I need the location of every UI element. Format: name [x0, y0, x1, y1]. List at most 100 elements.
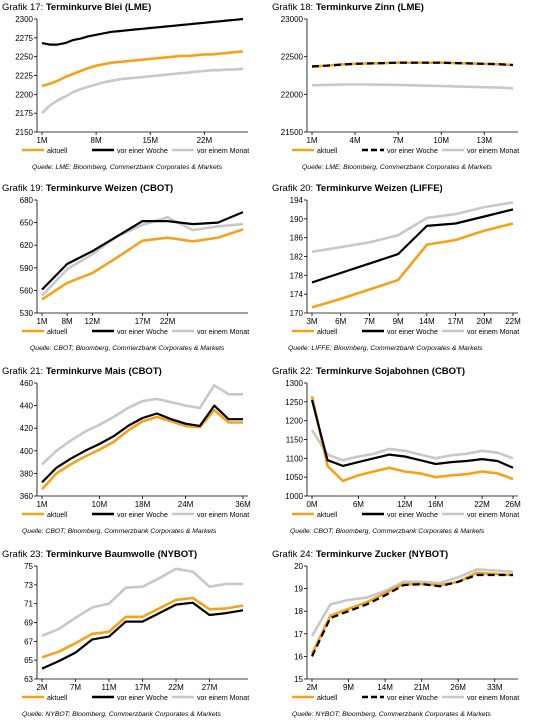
- x-tick-label: 27M: [202, 683, 218, 692]
- chart-svg-20: 170 174 178 182 186 190 194 3M 6M 7M 9M 14M 17M 20M 22…: [290, 196, 521, 336]
- chart-title-prefix: Grafik 24:: [272, 549, 316, 560]
- y-tick-label: 1300: [285, 379, 303, 388]
- x-tick-label: 6M: [353, 500, 364, 509]
- series-line-woche: [310, 399, 514, 469]
- x-tick-label: 9M: [393, 317, 404, 326]
- x-tick-label: 4M: [350, 136, 361, 145]
- series-line-woche: [41, 211, 244, 291]
- y-tick-label: 2225: [15, 72, 33, 81]
- chart-title: Grafik 20: Terminkurve Weizen (LIFFE): [272, 183, 443, 194]
- chart-panel-21: Grafik 21: Terminkurve Mais (CBOT) 360 380…: [2, 366, 264, 542]
- x-tick-label: 1M: [36, 500, 47, 509]
- x-tick-label: 12M: [84, 317, 100, 326]
- y-tick-label: 2300: [15, 15, 33, 24]
- y-tick-label: 190: [290, 215, 304, 224]
- chart-svg-21: 360 380 400 420 440 460 1M 10M 18M 24M 36M aktuell v…: [20, 379, 251, 519]
- series-line-aktuell: [41, 228, 244, 301]
- chart-source: Quelle: LIFFE; Bloomberg, Commerzbank Co…: [288, 345, 483, 352]
- y-tick-label: 440: [20, 402, 34, 411]
- x-tick-label: 18M: [135, 500, 151, 509]
- x-tick-label: 10M: [433, 136, 449, 145]
- chart-source: Quelle: CBOT; Bloomberg, Commerzbank Cor…: [30, 345, 225, 352]
- y-tick-label: 1000: [285, 492, 303, 501]
- y-tick-label: 560: [20, 286, 34, 295]
- y-tick-label: 18: [294, 607, 303, 616]
- y-tick-label: 69: [24, 619, 33, 628]
- y-tick-label: 1050: [285, 473, 303, 482]
- y-tick-label: 73: [24, 581, 33, 590]
- x-tick-label: 21M: [414, 683, 430, 692]
- chart-title-text: Terminkurve Mais (CBOT): [45, 366, 162, 377]
- x-tick-label: 14M: [419, 317, 435, 326]
- y-tick-label: 67: [24, 637, 33, 646]
- x-tick-label: 16M: [428, 500, 444, 509]
- legend-label: aktuell: [47, 695, 68, 702]
- chart-panel-22: Grafik 22: Terminkurve Sojabohnen (CBOT)…: [272, 366, 533, 542]
- x-tick-label: 7M: [70, 683, 81, 692]
- chart-title-prefix: Grafik 18:: [272, 2, 316, 13]
- chart-title-text: Terminkurve Weizen (LIFFE): [315, 183, 443, 194]
- chart-title-prefix: Grafik 21:: [2, 366, 46, 377]
- y-tick-label: 194: [290, 196, 304, 205]
- chart-title-text: Terminkurve Weizen (CBOT): [45, 183, 174, 194]
- legend-label: vor einer Woche: [387, 512, 438, 519]
- x-tick-label: 3M: [306, 317, 317, 326]
- x-tick-label: 6M: [335, 317, 346, 326]
- y-tick-label: 182: [290, 253, 304, 262]
- x-tick-label: 36M: [235, 500, 251, 509]
- y-tick-label: 19: [294, 585, 303, 594]
- x-tick-label: 7M: [364, 317, 375, 326]
- series-line-aktuell: [41, 408, 243, 491]
- legend-label: vor einem Monat: [197, 512, 249, 519]
- x-tick-label: 1M: [36, 136, 47, 145]
- y-tick-label: 2150: [15, 128, 33, 137]
- y-tick-label: 620: [20, 241, 34, 250]
- chart-title-prefix: Grafik 19:: [2, 183, 46, 194]
- chart-panel-24: Grafik 24: Terminkurve Zucker (NYBOT) 15 1…: [272, 549, 533, 725]
- x-tick-label: 13M: [477, 136, 493, 145]
- legend-label: aktuell: [317, 512, 338, 519]
- x-tick-label: 1M: [306, 136, 317, 145]
- y-tick-label: 2250: [15, 53, 33, 62]
- series-line-aktuell: [41, 50, 244, 88]
- x-tick-label: 10M: [92, 500, 108, 509]
- legend-label: aktuell: [47, 148, 68, 155]
- legend-label: vor einer Woche: [117, 329, 168, 336]
- chart-title-text: Terminkurve Blei (LME): [45, 2, 152, 13]
- chart-panel-19: Grafik 19: Terminkurve Weizen (CBOT) 530 5…: [2, 183, 264, 359]
- series-line-monat: [310, 568, 514, 637]
- chart-title: Grafik 18: Terminkurve Zinn (LME): [272, 2, 424, 13]
- legend-label: aktuell: [317, 148, 338, 155]
- chart-title-prefix: Grafik 20:: [272, 183, 316, 194]
- chart-source: Quelle: LME; Bloomberg, Commerzbank Corp…: [302, 164, 493, 171]
- x-tick-label: 22M: [505, 317, 521, 326]
- y-tick-label: 63: [24, 675, 33, 684]
- x-tick-label: 22M: [474, 500, 490, 509]
- chart-title-text: Terminkurve Zucker (NYBOT): [315, 549, 449, 560]
- chart-source: Quelle: NYBOT; Bloomberg, Commerzbank Co…: [292, 711, 491, 718]
- chart-title: Grafik 24: Terminkurve Zucker (NYBOT): [272, 549, 448, 560]
- legend-label: vor einer Woche: [387, 695, 438, 702]
- y-tick-label: 2200: [15, 90, 33, 99]
- series-line-aktuell: [311, 222, 514, 309]
- chart-title-prefix: Grafik 23:: [2, 549, 46, 560]
- x-tick-label: 8M: [62, 317, 73, 326]
- y-tick-label: 65: [24, 656, 33, 665]
- x-tick-label: 14M: [377, 683, 393, 692]
- series-line-monat: [311, 201, 514, 254]
- y-tick-label: 1150: [286, 436, 304, 445]
- x-tick-label: 9M: [343, 683, 354, 692]
- chart-panel-20: Grafik 20: Terminkurve Weizen (LIFFE) 170…: [272, 183, 533, 359]
- x-tick-label: 2M: [36, 683, 47, 692]
- y-tick-label: 1250: [285, 398, 303, 407]
- x-tick-label: 26M: [505, 500, 521, 509]
- x-tick-label: 7M: [393, 136, 404, 145]
- series-line-monat: [41, 67, 244, 115]
- chart-svg-22: 1000 1050 1100 1150 1200 1250 1300 0M 6M 12M 16M 22…: [285, 379, 521, 519]
- legend-label: vor einem Monat: [467, 148, 519, 155]
- series-line-woche: [41, 601, 244, 670]
- chart-panel-18: Grafik 18: Terminkurve Zinn (LME) 21500 22…: [272, 2, 533, 178]
- series-line-monat: [41, 215, 244, 297]
- x-tick-label: 0M: [306, 500, 317, 509]
- chart-title: Grafik 23: Terminkurve Baumwolle (NYBOT): [2, 549, 197, 560]
